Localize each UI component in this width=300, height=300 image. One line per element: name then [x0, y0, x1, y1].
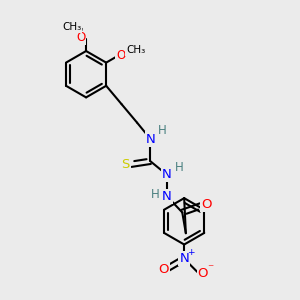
- Text: H: H: [151, 188, 160, 201]
- Text: H: H: [175, 161, 184, 174]
- Text: N: N: [179, 252, 189, 265]
- Text: O: O: [201, 198, 211, 211]
- Text: O: O: [76, 32, 86, 44]
- Text: ⁻: ⁻: [207, 263, 213, 276]
- Text: O: O: [158, 263, 169, 276]
- Text: +: +: [187, 248, 194, 257]
- Text: N: N: [162, 190, 172, 202]
- Text: CH₃: CH₃: [126, 45, 146, 55]
- Text: O: O: [116, 49, 125, 62]
- Text: N: N: [162, 168, 172, 181]
- Text: O: O: [198, 267, 208, 280]
- Text: S: S: [122, 158, 130, 171]
- Text: H: H: [158, 124, 166, 137]
- Text: CH₃: CH₃: [62, 22, 82, 32]
- Text: N: N: [146, 133, 155, 146]
